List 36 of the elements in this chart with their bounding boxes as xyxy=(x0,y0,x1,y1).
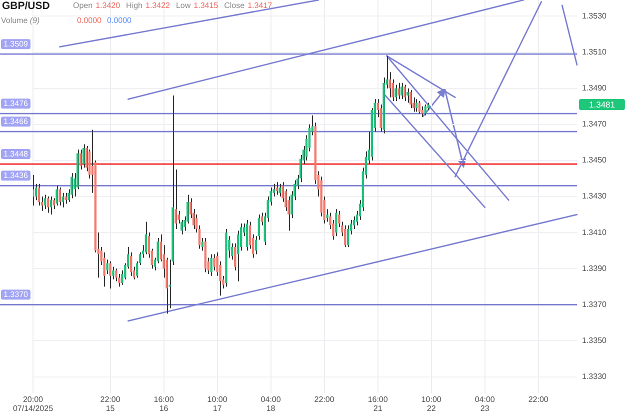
y-tick-label: 1.3490 xyxy=(582,84,608,93)
annotation: 0.0000 xyxy=(77,16,102,25)
y-tick-label: 1.3390 xyxy=(582,264,608,273)
ref-line-label: 1.3448 xyxy=(4,149,29,158)
annotation: High 1.3422 xyxy=(126,1,170,10)
y-tick-label: 1.3330 xyxy=(582,372,608,381)
annotation: Low 1.3415 xyxy=(176,1,218,10)
y-tick-label: 1.3410 xyxy=(582,228,608,237)
y-tick-label: 1.3430 xyxy=(582,192,608,201)
x-tick-label: 16:00 16 xyxy=(154,394,174,413)
annotation: 0.0000 xyxy=(107,16,132,25)
x-tick-label: 22:00 xyxy=(528,394,549,404)
annotation: Close 1.3417 xyxy=(224,1,272,10)
ref-line-label: 1.3466 xyxy=(4,117,29,126)
ref-line-label: 1.3476 xyxy=(4,98,29,108)
x-tick-label: 16:00 21 xyxy=(368,394,388,413)
annotation: Volume (9) xyxy=(1,16,40,25)
x-tick-label: 10:00 17 xyxy=(207,394,228,413)
annotation: Open 1.3420 xyxy=(73,1,120,10)
ref-line-label: 1.3370 xyxy=(4,290,29,300)
y-tick-label: 1.3350 xyxy=(582,336,608,345)
chart-title: GBP/USD xyxy=(2,0,50,12)
y-tick-label: 1.3530 xyxy=(582,11,608,20)
x-tick-label: 22:00 xyxy=(314,394,335,404)
ref-line-label: 1.3436 xyxy=(4,171,29,180)
text: 1.3481 xyxy=(589,99,616,110)
x-tick-label: 22:00 15 xyxy=(100,394,121,413)
x-tick-label: 10:00 22 xyxy=(421,394,442,413)
x-tick-label: 04:00 23 xyxy=(474,394,496,413)
y-tick-label: 1.3470 xyxy=(582,120,608,129)
y-tick-label: 1.3450 xyxy=(582,156,608,165)
x-tick-label: 04:00 18 xyxy=(260,394,282,413)
ref-line-label: 1.3509 xyxy=(4,39,29,48)
x-tick-label: 20:00 07/14/2025 xyxy=(12,394,54,413)
y-tick-label: 1.3370 xyxy=(582,300,608,309)
y-tick-label: 1.3510 xyxy=(582,47,608,56)
